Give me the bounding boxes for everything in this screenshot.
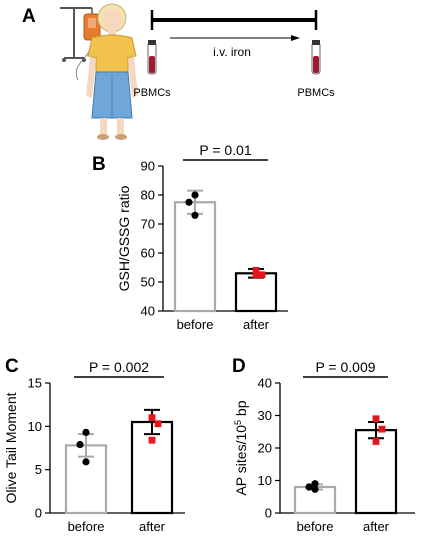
y-tick-label: 5 (35, 462, 42, 477)
point-before (185, 198, 193, 206)
panel-letter-b: B (92, 154, 106, 175)
y-axis-label: GSH/GSSG ratio (116, 185, 132, 291)
timeline: i.v. iron (150, 10, 318, 59)
y-tick-label: 40 (258, 376, 272, 391)
y-tick-label: 0 (265, 506, 272, 521)
point-before (191, 191, 199, 199)
x-tick-label-after: after (139, 519, 166, 534)
y-tick-label: 10 (258, 473, 272, 488)
y-tick-label: 30 (258, 408, 272, 423)
p-value-label: P = 0.009 (315, 359, 375, 375)
panel-letter-a: A (22, 6, 36, 27)
y-tick-label: 40 (141, 304, 155, 319)
point-before (82, 458, 90, 466)
y-tick-label: 20 (258, 441, 272, 456)
chart-d: D 0 10 20 30 40 AP sites/105 bp before after P = … (232, 356, 415, 534)
panel-letter-d: D (232, 356, 246, 377)
point-before (76, 440, 84, 449)
timeline-label: i.v. iron (213, 45, 251, 59)
point-after (252, 267, 260, 274)
x-tick-label-after: after (363, 519, 390, 534)
x-tick-label-before: before (68, 519, 105, 534)
y-tick-label: 60 (141, 246, 155, 261)
y-tick-label: 0 (35, 506, 42, 521)
y-axis-label-suffix: bp (233, 400, 249, 420)
y-tick-label: 15 (28, 376, 42, 391)
point-before (311, 480, 319, 488)
infusion-stand-icon (60, 7, 101, 81)
blood-tube-icon-right (311, 40, 321, 75)
y-axis-label: AP sites/105 bp (233, 400, 249, 495)
patient-figure-icon (86, 3, 138, 140)
panel-letter-c: C (5, 356, 19, 377)
panel-a: A (22, 3, 335, 140)
p-value-label: P = 0.002 (89, 359, 149, 375)
chart-b: B 40 50 60 70 80 90 GSH/GSSG ratio before after P … (92, 142, 288, 332)
bar-after (234, 272, 278, 313)
y-tick-label: 70 (141, 217, 155, 232)
x-tick-label-before: before (177, 317, 214, 332)
y-tick-label: 50 (141, 275, 155, 290)
y-axis-label-superscript: 5 (233, 420, 243, 425)
y-tick-label: 80 (141, 188, 155, 203)
point-after (378, 425, 386, 433)
bar-after (130, 420, 174, 515)
y-tick-label: 10 (28, 419, 42, 434)
point-before (191, 211, 199, 219)
tube-label-right: PBMCs (297, 87, 335, 99)
bar-before (64, 444, 108, 515)
point-before (305, 483, 313, 491)
y-tick-label: 90 (141, 159, 155, 174)
point-after (258, 271, 266, 279)
point-before (82, 428, 90, 436)
x-tick-label-before: before (297, 519, 334, 534)
tube-label-left: PBMCs (133, 87, 171, 99)
blood-tube-icon-left (147, 40, 157, 75)
point-after (154, 420, 162, 428)
p-value-label: P = 0.01 (199, 142, 252, 158)
bar-before (173, 201, 217, 313)
point-after (372, 415, 380, 423)
point-after (148, 436, 156, 444)
y-axis-label: Olive Tail Moment (3, 392, 19, 503)
x-tick-label-after: after (243, 317, 270, 332)
point-after (148, 414, 156, 422)
point-before (311, 485, 319, 493)
point-after (372, 438, 380, 445)
chart-c: C 0 5 10 15 Olive Tail Moment before after P = 0… (3, 356, 185, 534)
point-after (252, 271, 260, 279)
